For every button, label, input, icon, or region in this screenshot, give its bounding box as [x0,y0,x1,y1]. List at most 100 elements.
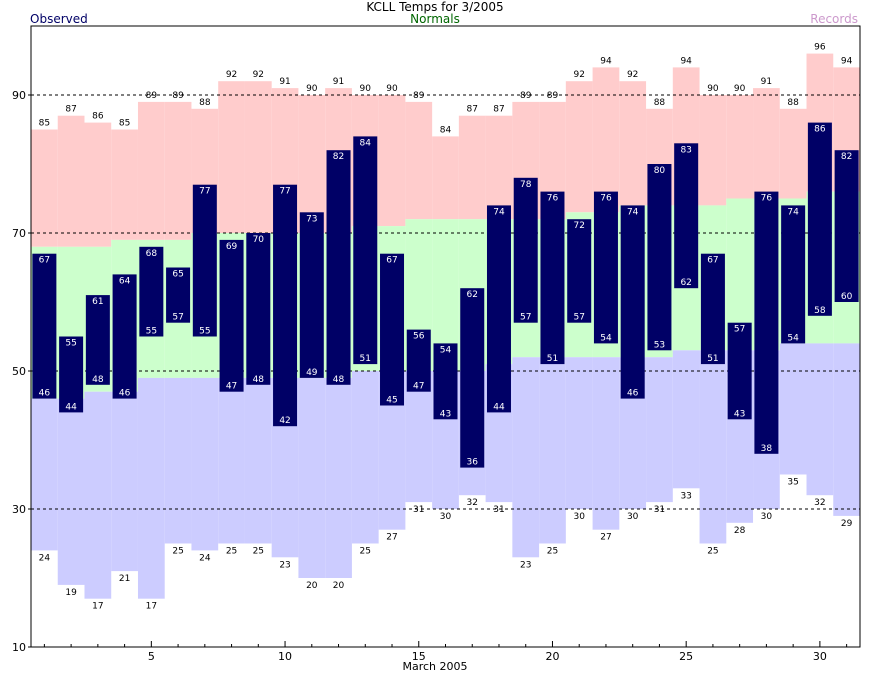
record-high-label: 84 [440,125,452,135]
observed-high-label: 74 [493,207,505,217]
observed-bar [433,343,458,420]
observed-bar [620,205,645,399]
record-high-band [298,95,326,233]
observed-high-label: 82 [333,152,344,162]
record-high-band [779,108,807,199]
observed-bar [647,164,672,351]
y-tick-label: 30 [12,503,26,516]
normals-legend-label: Normals [410,12,460,26]
record-low-band [111,391,138,572]
record-low-band [565,357,593,509]
x-tick-label: 25 [679,650,693,663]
observed-bar [192,184,217,337]
record-high-label: 85 [119,119,130,129]
record-high-label: 92 [226,70,237,80]
record-high-label: 90 [707,84,719,94]
observed-bar [700,253,725,365]
record-high-band [458,115,486,220]
record-low-label: 33 [680,491,691,501]
record-high-label: 94 [600,56,612,66]
record-low-label: 17 [146,602,157,612]
observed-bar [380,253,405,406]
observed-bar [59,336,84,413]
record-high-label: 87 [65,105,76,115]
observed-low-label: 51 [707,354,718,364]
observed-bar [166,267,191,323]
observed-bar [299,212,324,378]
record-low-band [646,357,673,503]
observed-bar [273,184,298,427]
record-high-band [84,122,112,247]
observed-high-label: 73 [306,214,317,224]
observed-low-label: 44 [65,402,77,412]
record-high-label: 90 [386,84,398,94]
record-low-band [539,357,566,544]
record-low-label: 29 [841,519,853,529]
record-low-label: 23 [279,560,290,570]
record-high-band [31,129,58,247]
observed-high-label: 82 [841,152,852,162]
observed-high-label: 70 [253,235,265,245]
observed-bar [727,322,752,420]
x-tick-label: 10 [278,650,292,663]
observed-low-label: 53 [654,340,665,350]
observed-high-label: 55 [65,339,76,349]
record-high-band [485,115,513,220]
observed-bar [85,295,110,385]
observed-low-label: 62 [680,278,691,288]
observed-bar [326,150,351,385]
record-low-label: 19 [65,588,77,598]
observed-bar [674,143,699,289]
observed-low-label: 47 [226,382,237,392]
record-low-label: 23 [520,560,531,570]
observed-bar [246,233,271,385]
record-high-label: 87 [467,105,478,115]
observed-low-label: 51 [547,354,558,364]
record-high-band [753,88,780,199]
observed-low-label: 38 [761,444,773,454]
observed-high-label: 74 [627,207,639,217]
observed-high-label: 77 [199,187,210,197]
chart-title: KCLL Temps for 3/2005 [366,0,504,14]
record-low-label: 31 [493,505,504,515]
observed-high-label: 83 [680,145,691,155]
x-tick-label: 30 [813,650,827,663]
observed-high-label: 78 [520,180,532,190]
record-low-label: 30 [761,512,773,522]
record-low-band [191,377,219,551]
x-axis-label: March 2005 [402,660,468,673]
record-low-label: 30 [627,512,639,522]
record-low-band [592,357,620,530]
record-low-label: 27 [386,533,397,543]
record-high-band [164,101,192,240]
record-low-label: 35 [787,478,798,488]
observed-low-label: 48 [253,375,265,385]
record-high-label: 94 [841,56,853,66]
record-low-label: 30 [440,512,452,522]
observed-bar [139,246,164,337]
record-high-label: 92 [253,70,264,80]
observed-high-label: 67 [707,256,718,266]
observed-low-label: 43 [440,409,451,419]
record-high-label: 88 [787,98,799,108]
record-low-label: 17 [92,602,103,612]
record-high-label: 91 [279,77,290,87]
record-high-label: 90 [306,84,318,94]
observed-low-label: 57 [573,313,584,323]
record-high-label: 85 [39,119,50,129]
record-low-band [672,350,700,489]
observed-high-label: 56 [413,332,425,342]
record-low-label: 25 [547,547,558,557]
record-low-band [31,398,58,551]
record-low-label: 31 [413,505,424,515]
observed-high-label: 62 [467,290,478,300]
record-high-band [565,81,593,213]
y-tick-label: 50 [12,365,26,378]
record-low-label: 24 [199,553,211,563]
observed-bar [513,177,538,323]
observed-high-label: 54 [440,345,452,355]
observed-high-label: 84 [360,138,372,148]
record-high-band [244,81,272,233]
record-low-band [512,357,540,558]
record-high-label: 89 [172,91,184,101]
